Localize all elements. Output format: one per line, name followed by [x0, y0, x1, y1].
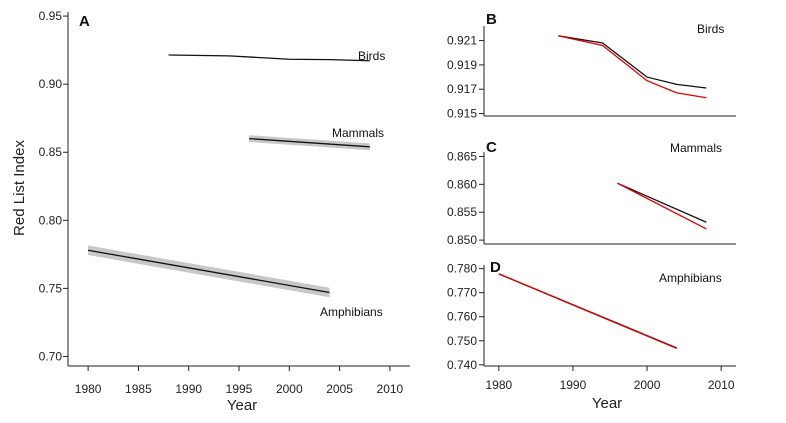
panel-a-x-tick-label: 2010 [377, 382, 404, 396]
panel-b-title: Birds [697, 22, 724, 36]
panel-a-y-tick-label: 0.95 [39, 9, 63, 23]
panel-d-x-tick-label: 2010 [708, 378, 735, 392]
panel-d-x-axis-label: Year [592, 395, 622, 412]
panel-a-birds-label: Birds [358, 49, 385, 63]
panel-a-amphibians-label: Amphibians [320, 305, 383, 319]
panel-a-birds-line [169, 55, 370, 61]
panel-c-y-tick-label: 0.860 [447, 177, 477, 191]
panel-a-y-tick-label: 0.75 [39, 281, 63, 295]
panel-a-amphibians-line [88, 250, 329, 292]
panel-a-mammals-label: Mammals [332, 126, 384, 140]
panel-d-x-tick-label: 1980 [485, 378, 512, 392]
panel-d-title: Amphibians [659, 271, 722, 285]
panel-a-letter: A [79, 13, 90, 30]
panel-b-y-tick-label: 0.915 [447, 107, 477, 121]
panel-a-y-tick-label: 0.70 [39, 349, 63, 363]
panel-a-y-tick-label: 0.80 [39, 213, 63, 227]
panel-a-x-tick-label: 1995 [226, 382, 253, 396]
panel-d-y-tick-label: 0.770 [447, 286, 477, 300]
panel-a-x-tick-label: 1990 [175, 382, 202, 396]
panel-c-y-tick-label: 0.865 [447, 149, 477, 163]
panel-d-red-line [499, 274, 677, 349]
panel-a-y-tick-label: 0.85 [39, 145, 63, 159]
panel-d-x-tick-label: 2000 [634, 378, 661, 392]
panel-a-x-tick-label: 1985 [125, 382, 152, 396]
panel-d-y-tick-label: 0.740 [447, 358, 477, 372]
panel-d-y-tick-label: 0.780 [447, 262, 477, 276]
panel-b-red-line [558, 36, 706, 98]
panel-a-x-tick-label: 1980 [75, 382, 102, 396]
panel-a-x-axis-label: Year [227, 397, 257, 414]
panel-c-red-line [617, 183, 706, 229]
panel-a-x-tick-label: 2005 [326, 382, 353, 396]
panel-c-black-line [617, 183, 706, 222]
panel-a-y-tick-label: 0.90 [39, 77, 63, 91]
panel-d-y-tick-label: 0.750 [447, 334, 477, 348]
panel-d-y-tick-label: 0.760 [447, 310, 477, 324]
panel-c-y-tick-label: 0.850 [447, 233, 477, 247]
panel-a-x-tick-label: 2000 [276, 382, 303, 396]
panel-b-letter: B [486, 11, 497, 28]
panel-a-y-axis-label: Red List Index [11, 140, 28, 236]
panel-c-title: Mammals [670, 141, 722, 155]
panel-b-y-tick-label: 0.917 [447, 82, 477, 96]
panel-b-y-tick-label: 0.921 [447, 34, 477, 48]
panel-c-y-tick-label: 0.855 [447, 205, 477, 219]
panel-b-black-line [558, 36, 706, 88]
panel-c-letter: C [486, 139, 497, 156]
panel-b-y-tick-label: 0.919 [447, 58, 477, 72]
panel-d-x-tick-label: 1990 [560, 378, 587, 392]
